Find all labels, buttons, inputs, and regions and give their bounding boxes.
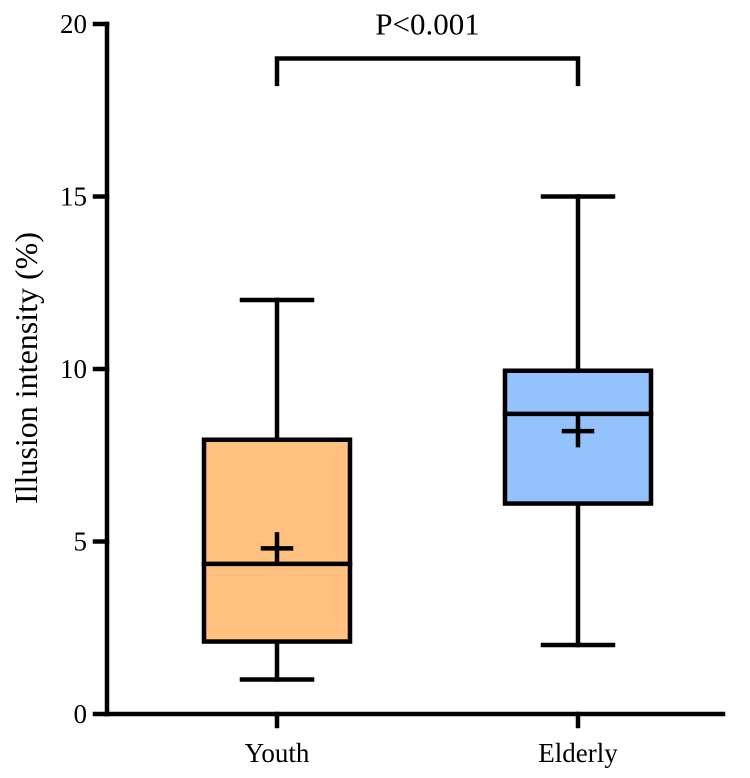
x-tick-label: Youth (245, 738, 310, 768)
iqr-box (502, 368, 654, 506)
y-tick-label: 5 (74, 527, 88, 557)
y-tick-label: 0 (74, 699, 88, 729)
y-axis-title: Illusion intensity (%) (8, 232, 44, 504)
significance-annotation: P<0.001 (274, 7, 581, 87)
axes: 0 5 10 15 20 Youth Elderly (60, 9, 726, 768)
y-tick-label: 10 (60, 354, 87, 384)
box-elderly (502, 194, 654, 648)
box-youth (201, 297, 353, 682)
y-tick-label: 15 (60, 182, 87, 212)
p-value-label: P<0.001 (375, 7, 479, 42)
y-tick-label: 20 (60, 9, 87, 39)
x-tick-label: Elderly (538, 738, 618, 768)
boxes (201, 194, 654, 682)
significance-bracket (274, 56, 581, 87)
